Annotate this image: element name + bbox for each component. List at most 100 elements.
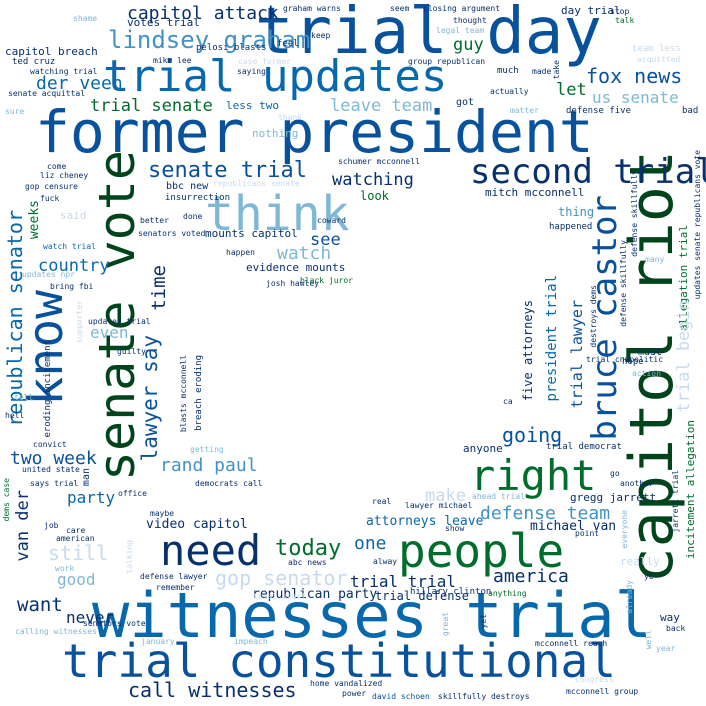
word-lindsey-graham: lindsey graham <box>108 26 311 54</box>
word-trial-begin: trial begin <box>674 300 694 413</box>
word-want: want <box>17 594 63 616</box>
word-senators-voted: senators voted <box>138 229 206 238</box>
word-mitch-mcconnell: mitch mcconnell <box>485 186 585 199</box>
word-liz-cheney: liz cheney <box>40 171 89 180</box>
word-said: said <box>60 209 87 222</box>
word-guy: guy <box>453 35 484 55</box>
word-go: go <box>610 469 620 478</box>
word-ye: ye <box>644 572 654 581</box>
word-sure: sure <box>5 107 25 116</box>
word-january: january <box>141 637 175 646</box>
word-pelosi-blasts: pelosi blasts <box>196 43 267 53</box>
word-time: time <box>148 265 170 311</box>
word-getting: getting <box>190 445 224 454</box>
word-gop-censure: gop censure <box>25 182 78 191</box>
word-party: party <box>67 488 116 507</box>
word-watching-trial: watching trial <box>30 67 98 76</box>
word-real: real <box>372 497 392 506</box>
word-must: must <box>638 347 663 358</box>
word-think: think <box>205 186 350 242</box>
word-good: good <box>57 570 96 589</box>
word-got: got <box>456 97 475 108</box>
word-office: office <box>118 489 147 498</box>
word-legal-team: legal team <box>436 26 485 35</box>
word-watch: watch <box>277 243 332 264</box>
word-supporter: supporter <box>75 300 84 344</box>
word-acquitted: acquitted <box>637 55 681 64</box>
word-call-witnesses: call witnesses <box>128 678 297 702</box>
word-trial-lawyer: trial lawyer <box>568 300 586 409</box>
word-job: job <box>44 521 59 530</box>
word-updates-senate-republicans-vote: updates senate republicans vote <box>693 150 702 300</box>
word-republican-party: republican party <box>252 587 378 602</box>
word-senators-vote: senators vote <box>83 619 146 628</box>
word-updates-trial: updates trial <box>88 317 151 326</box>
word-jarrett-trial: jarrett trial <box>671 470 680 533</box>
word-skillfully-destroys: skillfully destroys <box>438 692 530 701</box>
word-says-trial: says trial <box>30 479 79 488</box>
word-keep: keep <box>311 31 331 40</box>
word-anyone: anyone <box>463 442 503 455</box>
word-happened: happened <box>549 222 593 232</box>
word-america: america <box>493 566 569 587</box>
word-still: still <box>48 541 109 565</box>
word-thought: thought <box>453 16 487 25</box>
word-impeach: impeach <box>234 637 268 646</box>
word-right: right <box>470 451 597 500</box>
word-bbc-new: bbc new <box>166 181 209 192</box>
word-work: work <box>55 564 75 573</box>
word-weeks: weeks <box>27 200 42 240</box>
word-many: many <box>645 255 665 264</box>
word-thank: thank <box>278 113 303 122</box>
word-going: going <box>502 423 563 447</box>
word-van-der: van der <box>13 490 33 562</box>
word-gop-senator: gop senator <box>215 566 348 590</box>
word-michael-van: michael van <box>530 519 617 534</box>
word-insurrection: insurrection <box>165 193 231 203</box>
word-defense-skillfully: defense skillfully <box>630 170 639 257</box>
word-nothing: nothing <box>252 127 299 140</box>
word-trial-updates: trial updates <box>103 51 448 102</box>
word-ca: ca <box>503 397 513 406</box>
word-power: power <box>342 689 367 698</box>
word-watching: watching <box>332 170 414 190</box>
word-updates-npr: updates npr <box>22 270 75 279</box>
word-look: look <box>360 189 389 203</box>
word-everyone: everyone <box>620 510 629 549</box>
word-senate-acquittal: senate acquittal <box>8 89 86 98</box>
word-trial-cnnpolitic: trial cnnpolitic <box>586 355 664 364</box>
word-back: back <box>666 624 686 633</box>
word-shame: shame <box>73 14 98 23</box>
word-united-state: united state <box>22 465 80 474</box>
word-action: action <box>632 369 661 378</box>
word-graham-warns: graham warns <box>283 4 341 13</box>
word-trial-democrat: trial democrat <box>546 442 622 452</box>
word-alway: alway <box>373 557 398 566</box>
word-trial-constitutional: trial constitutional <box>62 634 616 688</box>
word-team-less: team less <box>632 44 681 54</box>
word-attorneys-leave: attorneys leave <box>366 514 484 529</box>
word-capitol-attack: capitol attack <box>127 3 279 24</box>
word-made: made <box>532 67 552 76</box>
word-second-trial: second trial <box>470 152 706 192</box>
word-hell: hell <box>5 411 25 420</box>
word-david-schoen: david schoen <box>372 692 430 701</box>
word-president-trial: president trial <box>544 275 560 402</box>
word-der-veen: der veen <box>36 73 123 94</box>
word-american: american <box>56 534 95 543</box>
word-see: see <box>310 230 341 250</box>
word-video-capitol: video capitol <box>146 517 248 532</box>
word-five-attorneys: five attorneys <box>521 300 535 402</box>
word-better: better <box>140 216 169 225</box>
word-well: well <box>644 630 653 650</box>
word-anything: anything <box>488 589 527 598</box>
word-point: point <box>575 529 600 538</box>
word-talk: talk <box>615 16 635 25</box>
word-defense-skillfully-2: defense skillfully <box>619 240 628 327</box>
word-man: man <box>81 468 92 487</box>
word-blasts-mcconnell: blasts mcconnell <box>179 355 188 433</box>
word-mcconnell-group: mcconnell group <box>566 687 639 696</box>
word-mcconnell-reach: mcconnell reach <box>535 639 608 648</box>
word-josh-hawley: josh hawley <box>266 279 319 288</box>
word-congress: congress <box>575 675 614 684</box>
